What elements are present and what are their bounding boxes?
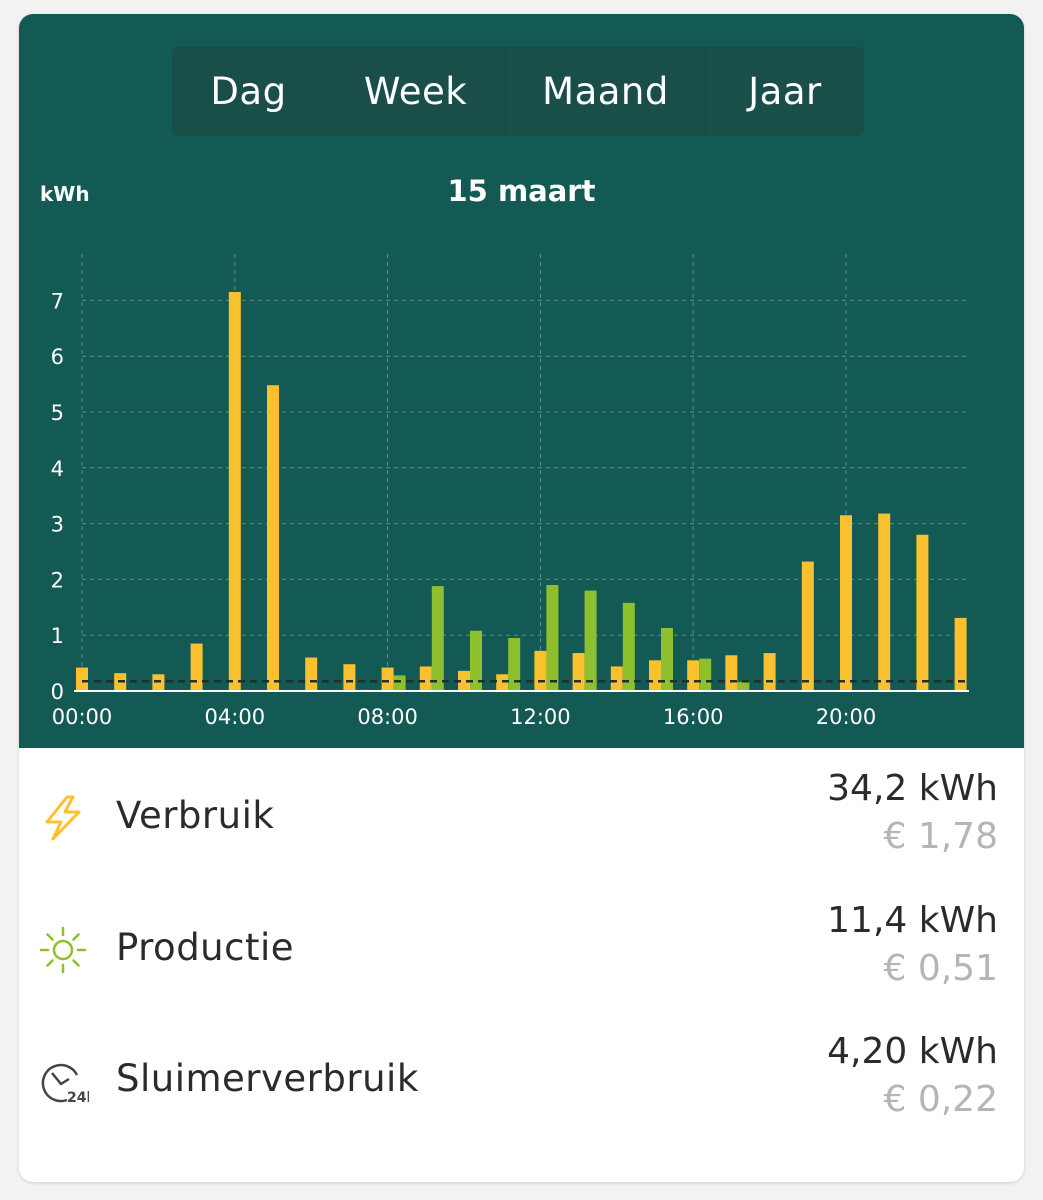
y-tick-label: 6: [51, 345, 64, 369]
chart-title: 15 maart: [447, 174, 596, 208]
bar-verbruik: [190, 643, 203, 691]
tab-week[interactable]: Week: [326, 47, 506, 136]
y-tick-label: 3: [51, 513, 64, 537]
y-tick-label: 0: [51, 680, 64, 704]
stat-label: Sluimerverbruik: [116, 1057, 419, 1100]
bar-verbruik: [228, 292, 241, 691]
stat-row-verbruik[interactable]: Verbruik 34,2 kWh € 1,78: [19, 758, 1024, 878]
stat-kwh: 34,2 kWh: [827, 768, 998, 809]
chart-panel: Dag Week Maand Jaar kWh 15 maart 0 1 2 3 4 5 6…: [19, 14, 1024, 748]
y-tick-label: 2: [51, 568, 64, 592]
bar-verbruik: [687, 660, 700, 691]
bar-productie: [584, 590, 597, 691]
stat-cost: € 0,51: [883, 948, 998, 989]
y-tick-label: 4: [51, 457, 64, 481]
bar-productie: [546, 584, 559, 691]
svg-text:24h: 24h: [67, 1090, 89, 1106]
bar-productie: [508, 637, 521, 691]
bar-productie: [393, 675, 406, 691]
stat-kwh: 4,20 kWh: [827, 1031, 998, 1072]
bar-verbruik: [343, 664, 356, 691]
x-tick-label: 20:00: [816, 705, 877, 729]
x-tick-label: 12:00: [510, 705, 571, 729]
bar-verbruik: [916, 534, 929, 691]
bar-verbruik: [610, 666, 623, 691]
bar-verbruik: [267, 385, 279, 691]
bar-productie: [661, 627, 673, 691]
bar-verbruik: [840, 515, 852, 691]
y-tick-label: 5: [51, 401, 64, 425]
x-tick-label: 16:00: [663, 705, 724, 729]
period-tabs: Dag Week Maand Jaar: [172, 47, 864, 136]
bar-productie: [470, 630, 482, 691]
stat-cost: € 0,22: [883, 1079, 998, 1120]
stat-row-productie[interactable]: Productie 11,4 kWh € 0,51: [19, 890, 1024, 1010]
bar-verbruik: [76, 667, 88, 691]
tab-dag[interactable]: Dag: [172, 47, 326, 136]
clock-24h-icon: 24h: [41, 1063, 89, 1106]
bar-verbruik: [725, 655, 738, 691]
y-tick-label: 7: [51, 289, 64, 313]
bar-verbruik: [419, 666, 432, 691]
bar-verbruik: [954, 617, 967, 691]
x-tick-label: 04:00: [205, 705, 266, 729]
bar-verbruik: [801, 561, 814, 691]
bar-verbruik: [763, 653, 776, 691]
bar-productie: [699, 658, 712, 691]
bar-productie: [737, 682, 750, 691]
x-tick-label: 00:00: [52, 705, 113, 729]
tab-maand[interactable]: Maand: [506, 47, 706, 136]
sun-icon: [39, 926, 87, 974]
x-tick-label: 08:00: [357, 705, 418, 729]
bar-verbruik: [878, 513, 891, 691]
y-axis-label: kWh: [40, 182, 90, 206]
bar-verbruik: [572, 653, 585, 691]
tab-jaar[interactable]: Jaar: [748, 70, 822, 113]
stat-label: Verbruik: [116, 794, 275, 837]
lightning-icon: [45, 795, 81, 841]
stat-label: Productie: [116, 926, 295, 969]
y-tick-label: 1: [51, 624, 64, 648]
bar-verbruik: [496, 674, 509, 691]
energy-bar-chart: 0 1 2 3 4 5 6 7 00:00 04:00 08:00 12:00 16:00 20:00: [51, 254, 969, 729]
bar-productie: [622, 602, 635, 691]
stat-cost: € 1,78: [883, 816, 998, 857]
bar-verbruik: [381, 667, 394, 691]
bar-verbruik: [649, 660, 661, 691]
bar-productie: [431, 586, 444, 691]
bar-verbruik: [458, 670, 470, 691]
stats-list: Verbruik 34,2 kWh € 1,78 Productie 11,4 …: [19, 748, 1024, 1182]
bar-verbruik: [152, 674, 165, 691]
stat-row-sluimer[interactable]: 24h Sluimerverbruik 4,20 kWh € 0,22: [19, 1021, 1024, 1141]
stat-kwh: 11,4 kWh: [827, 900, 998, 941]
bar-verbruik: [305, 657, 318, 691]
energy-card: Dag Week Maand Jaar kWh 15 maart 0 1 2 3 4 5 6…: [19, 14, 1024, 1182]
bar-verbruik: [534, 650, 547, 691]
